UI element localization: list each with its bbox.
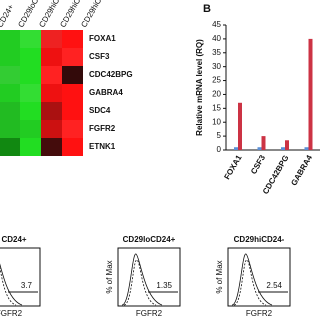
y-tick-label: 15 bbox=[212, 103, 221, 112]
heatmap-cell bbox=[62, 120, 83, 138]
y-tick-label: 5 bbox=[217, 131, 222, 140]
x-tick-label: FOXA1 bbox=[222, 153, 243, 181]
heatmap-cell bbox=[62, 138, 83, 156]
heatmap-cell bbox=[0, 66, 20, 84]
bar bbox=[285, 140, 289, 150]
bar bbox=[257, 147, 262, 150]
hist-x-label: FGFR2 bbox=[246, 309, 273, 318]
heatmap-cell bbox=[0, 120, 20, 138]
heatmap-cell bbox=[62, 48, 83, 66]
row-label: FOXA1 bbox=[89, 34, 116, 43]
hist-title: CD29loCD24+ bbox=[123, 235, 176, 244]
hist-curve-control bbox=[123, 259, 157, 306]
row-label: GABRA4 bbox=[89, 88, 123, 97]
hist-curve-control bbox=[233, 259, 267, 306]
histogram-curves bbox=[0, 253, 273, 306]
hist-curve bbox=[231, 253, 273, 306]
y-tick-label: 35 bbox=[212, 48, 221, 57]
heatmap-cell bbox=[20, 48, 41, 66]
heatmap-cell bbox=[41, 84, 62, 102]
heatmap-cell bbox=[20, 66, 41, 84]
x-tick-label: CSF3 bbox=[249, 153, 267, 176]
heatmap-cell bbox=[20, 138, 41, 156]
row-label: FGFR2 bbox=[89, 124, 116, 133]
hist-y-label: % of Max bbox=[105, 260, 114, 293]
hist-value: 1.35 bbox=[156, 281, 172, 290]
bar bbox=[304, 147, 309, 150]
heatmap-cell bbox=[0, 138, 20, 156]
heatmap-cell bbox=[62, 102, 83, 120]
column-label: CD24+ bbox=[0, 3, 16, 30]
heatmap-cell bbox=[41, 30, 62, 48]
heatmap-cell bbox=[62, 66, 83, 84]
heatmap-cell bbox=[62, 84, 83, 102]
bar bbox=[261, 136, 266, 150]
bar bbox=[234, 147, 238, 150]
hist-y-label: % of Max bbox=[215, 260, 224, 293]
y-tick-label: 30 bbox=[212, 62, 221, 71]
heatmap-cell bbox=[0, 48, 20, 66]
heatmap-cell bbox=[62, 30, 83, 48]
y-tick-label: 0 bbox=[217, 145, 222, 154]
heatmap-cell bbox=[20, 102, 41, 120]
panel-label: B bbox=[203, 3, 211, 15]
heatmap-cell bbox=[0, 30, 20, 48]
x-tick-label: GABRA4 bbox=[289, 153, 314, 187]
y-axis-label: Relative mRNA level (RQ) bbox=[195, 39, 204, 136]
hist-curve bbox=[0, 263, 23, 306]
hist-frame bbox=[227, 247, 291, 307]
bar bbox=[308, 38, 313, 151]
row-label: CDC42BPG bbox=[89, 70, 133, 79]
heatmap-cell bbox=[20, 30, 41, 48]
heatmap-cell bbox=[41, 66, 62, 84]
row-label: ETNK1 bbox=[89, 142, 116, 151]
heatmap-cell bbox=[0, 102, 20, 120]
heatmap-cell bbox=[41, 48, 62, 66]
hist-x-label: FGFR2 bbox=[136, 309, 163, 318]
y-tick-label: 20 bbox=[212, 90, 221, 99]
y-tick-label: 45 bbox=[212, 20, 221, 29]
hist-frame bbox=[0, 247, 41, 307]
hist-value: 3.7 bbox=[21, 281, 33, 290]
bar bbox=[238, 102, 242, 150]
heatmap-cell bbox=[41, 138, 62, 156]
hist-curve bbox=[121, 253, 163, 306]
hist-x-label: FGFR2 bbox=[0, 309, 23, 318]
y-tick-label: 40 bbox=[212, 34, 221, 43]
heatmap-cell bbox=[20, 120, 41, 138]
hist-title: CD29hiCD24- bbox=[234, 235, 285, 244]
heatmap-cell bbox=[41, 102, 62, 120]
y-tick-label: 10 bbox=[212, 117, 221, 126]
heatmap-cell bbox=[20, 84, 41, 102]
heatmap-cell bbox=[0, 84, 20, 102]
y-tick-label: 25 bbox=[212, 76, 221, 85]
bar bbox=[281, 147, 285, 150]
row-label: SDC4 bbox=[89, 106, 111, 115]
heatmap-cell bbox=[41, 120, 62, 138]
hist-value: 2.54 bbox=[266, 281, 282, 290]
column-label: CD29hiCD24+ bbox=[79, 0, 113, 29]
row-label: CSF3 bbox=[89, 52, 110, 61]
hist-frame bbox=[117, 247, 181, 307]
hist-title: CD24+ bbox=[1, 235, 26, 244]
